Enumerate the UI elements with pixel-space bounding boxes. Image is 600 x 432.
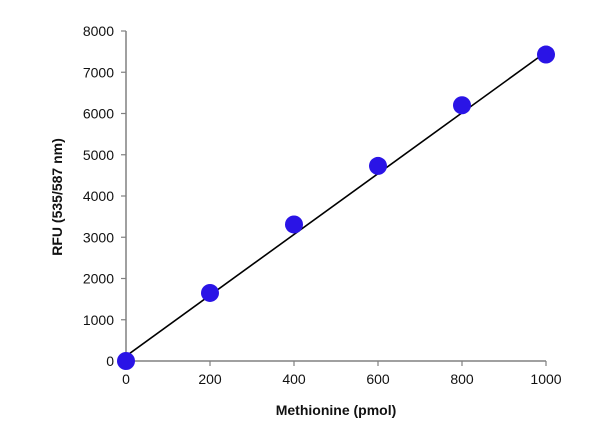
y-tick-label: 3000: [83, 229, 114, 245]
y-tick-label: 0: [106, 353, 114, 369]
data-point: [117, 352, 135, 370]
tick-labels: 0 200 400 600 800 1000 0 1000 2000 3000 4000 5000 60…: [83, 23, 562, 387]
y-tick-label: 4000: [83, 188, 114, 204]
x-tick-label: 1000: [530, 371, 561, 387]
x-axis-label: Methionine (pmol): [276, 402, 397, 418]
axes: [121, 30, 547, 366]
data-points: [117, 45, 555, 370]
x-tick-label: 800: [450, 371, 474, 387]
trendline: [125, 51, 547, 357]
y-axis-label: RFU (535/587 nm): [49, 138, 65, 255]
y-tick-label: 2000: [83, 271, 114, 287]
data-point: [453, 96, 471, 115]
x-tick-label: 400: [282, 371, 306, 387]
y-tick-label: 1000: [83, 312, 114, 328]
data-point: [201, 283, 219, 302]
x-tick-label: 600: [366, 371, 390, 387]
y-tick-label: 5000: [83, 147, 114, 163]
x-tick-label: 200: [198, 371, 222, 387]
data-point: [285, 215, 303, 234]
x-tick-label: 0: [122, 371, 130, 387]
data-point: [369, 156, 387, 175]
y-tick-label: 8000: [83, 23, 114, 39]
y-tick-label: 7000: [83, 64, 114, 80]
y-tick-label: 6000: [83, 106, 114, 122]
data-point: [537, 45, 555, 64]
